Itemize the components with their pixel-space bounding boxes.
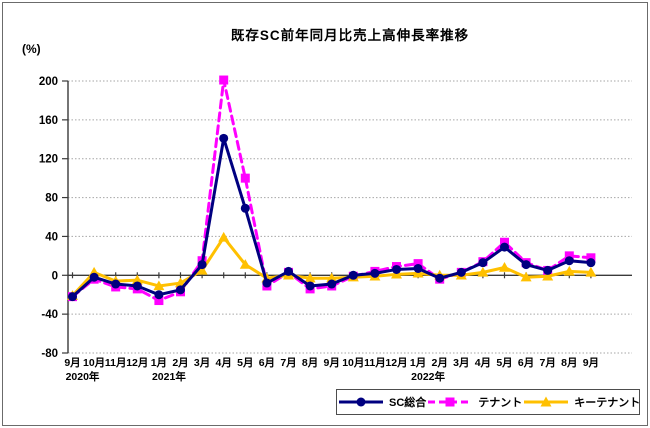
svg-text:3月: 3月 [453,357,469,369]
svg-text:6月: 6月 [259,357,275,369]
legend-label: テナント [478,397,523,409]
legend-swatch-line-circle-icon [339,397,383,407]
legend-swatch-dashed-square-icon [428,397,473,407]
svg-text:4月: 4月 [216,357,232,369]
svg-text:2月: 2月 [432,357,448,369]
svg-text:9月: 9月 [324,357,340,369]
legend-item-sc-total: SC総合 [337,394,426,410]
svg-text:-80: -80 [41,348,58,360]
svg-text:10月: 10月 [342,357,364,369]
svg-text:4月: 4月 [475,357,491,369]
legend-swatch-line-triangle-icon [524,396,569,407]
svg-text:12月: 12月 [385,357,407,369]
svg-text:1月: 1月 [151,357,167,369]
svg-text:5月: 5月 [237,357,253,369]
svg-text:40: 40 [45,231,58,243]
svg-text:11月: 11月 [364,357,386,369]
svg-text:12月: 12月 [126,357,148,369]
svg-text:120: 120 [39,154,58,166]
svg-text:-40: -40 [41,309,58,321]
svg-text:8月: 8月 [302,357,318,369]
legend: SC総合 テナント キーテナント [336,389,640,415]
svg-text:8月: 8月 [561,357,577,369]
svg-text:1月: 1月 [410,357,426,369]
svg-text:200: 200 [39,76,58,88]
svg-text:9月: 9月 [64,357,80,369]
legend-item-tenant: テナント [426,394,522,410]
svg-text:7月: 7月 [540,357,556,369]
y-axis-unit-label: (%) [22,42,41,56]
svg-text:160: 160 [39,115,58,127]
svg-text:2020年: 2020年 [66,370,100,383]
legend-item-key-tenant: キーテナント [522,394,640,410]
legend-label: キーテナント [574,397,641,409]
svg-text:2月: 2月 [172,357,188,369]
svg-text:5月: 5月 [496,357,512,369]
chart-title: 既存SC前年同月比売上高伸長率推移 [230,28,470,43]
svg-text:3月: 3月 [194,357,210,369]
svg-text:10月: 10月 [83,357,105,369]
svg-text:2022年: 2022年 [411,370,445,383]
svg-text:7月: 7月 [280,357,296,369]
svg-text:0: 0 [52,270,58,282]
svg-text:6月: 6月 [518,357,534,369]
svg-text:11月: 11月 [105,357,127,369]
svg-text:2021年: 2021年 [152,370,186,383]
svg-text:9月: 9月 [583,357,599,369]
legend-label: SC総合 [389,397,427,409]
svg-text:80: 80 [45,193,58,205]
